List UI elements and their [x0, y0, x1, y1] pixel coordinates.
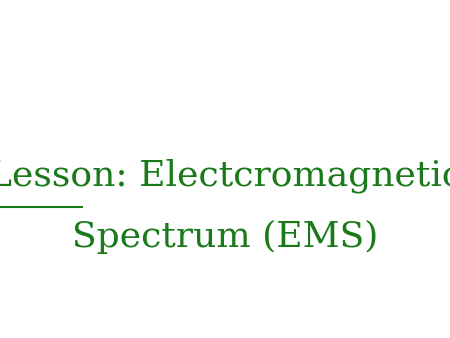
- Text: Lesson: Electcromagnetic: Lesson: Electcromagnetic: [0, 159, 450, 193]
- Text: Lesson: Lesson: [161, 159, 289, 193]
- Text: Lesson: Electcromagnetic: Lesson: Electcromagnetic: [0, 159, 450, 193]
- Text: Spectrum (EMS): Spectrum (EMS): [72, 220, 378, 254]
